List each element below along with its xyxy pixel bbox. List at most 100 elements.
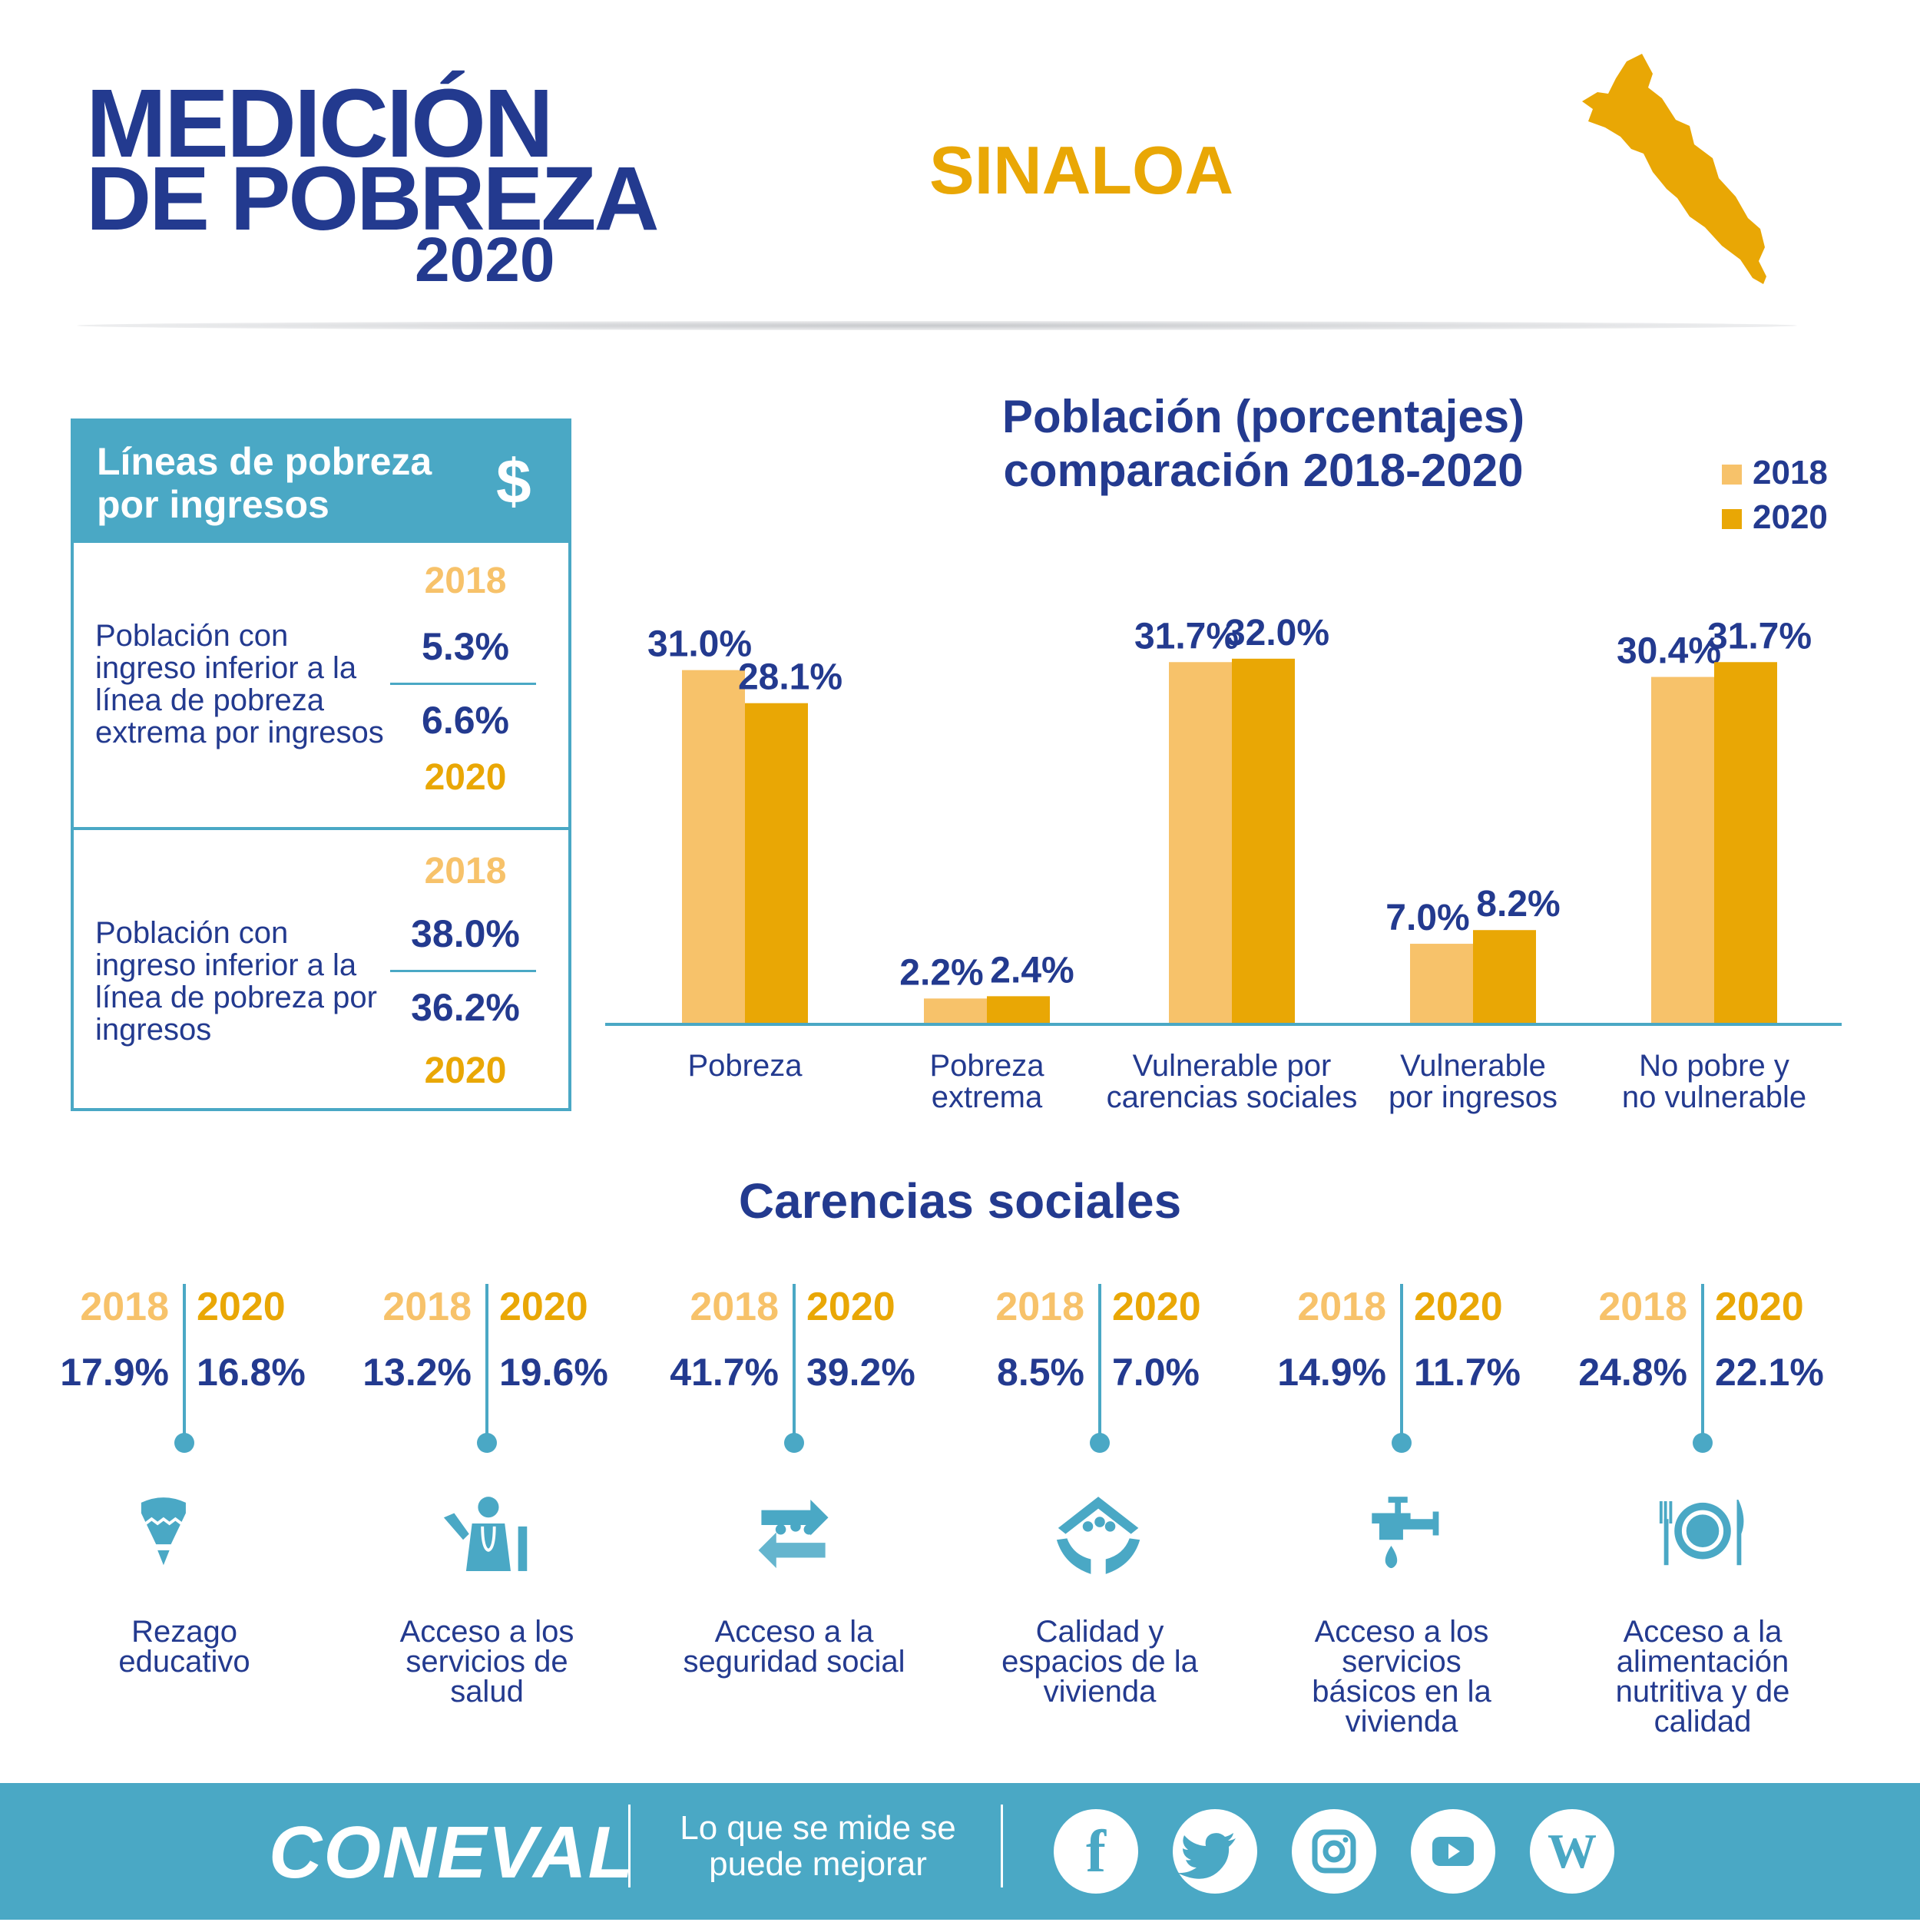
year-2018-label: 2018 xyxy=(1598,1285,1687,1329)
bar-2018-1 xyxy=(682,670,745,1024)
logo-title-line2: DE POBREZA xyxy=(86,148,660,250)
social-security-icon xyxy=(748,1491,840,1580)
legend-item-2020: 2020 xyxy=(1722,501,1828,534)
header-divider xyxy=(77,321,1797,330)
column-divider xyxy=(1400,1284,1403,1437)
value-divider xyxy=(390,683,536,685)
column-dot xyxy=(784,1433,804,1453)
year-2018-label: 2018 xyxy=(382,1285,472,1329)
bar-2018-2 xyxy=(924,998,987,1024)
legend-label-2018: 2018 xyxy=(1753,454,1828,491)
poverty-line-value-2018: 5.3% xyxy=(422,625,509,668)
state-name: SINALOA xyxy=(929,132,1233,208)
footer-slogan: Lo que se mide se puede mejorar xyxy=(680,1809,956,1883)
column-divider xyxy=(485,1284,488,1437)
column-dot xyxy=(1693,1433,1713,1453)
column-divider xyxy=(1701,1284,1704,1437)
bar-2018-4 xyxy=(1410,944,1473,1024)
column-divider xyxy=(183,1284,186,1437)
logo-title-line1: MEDICIÓN xyxy=(86,69,554,177)
year-2020-label: 2020 xyxy=(1715,1285,1804,1329)
carencia-label: Acceso a los servicios de salud xyxy=(399,1615,574,1709)
bar-2020-5 xyxy=(1714,662,1777,1024)
carencia-value-2018: 17.9% xyxy=(60,1351,169,1394)
year-2018-label: 2018 xyxy=(1297,1285,1386,1329)
data-label-2018-2: 2.2% xyxy=(899,952,983,993)
value-divider xyxy=(390,970,536,972)
poverty-line-value-2018: 38.0% xyxy=(411,912,520,955)
youtube-play-shape xyxy=(1432,1837,1474,1866)
legend-swatch-2018 xyxy=(1722,465,1742,485)
data-label-2018-5: 30.4% xyxy=(1617,631,1721,672)
data-label-2018-3: 31.7% xyxy=(1134,616,1239,657)
poverty-line-value-2020: 6.6% xyxy=(422,699,509,742)
legend-swatch-2020 xyxy=(1722,509,1742,530)
data-label-2020-4: 8.2% xyxy=(1476,884,1560,925)
column-dot xyxy=(1090,1433,1110,1453)
carencia-label: Acceso a la alimentación nutritiva y de … xyxy=(1615,1615,1790,1738)
bar-2020-1 xyxy=(745,703,808,1024)
year-2020-label: 2020 xyxy=(499,1285,588,1329)
category-label-3: carencias sociales xyxy=(1107,1080,1358,1114)
youtube-icon[interactable] xyxy=(1411,1809,1495,1894)
carencia-value-2018: 13.2% xyxy=(362,1351,472,1394)
carencia-label: Acceso a la seguridad social xyxy=(683,1615,905,1679)
carencia-label: Acceso a los servicios básicos en la viv… xyxy=(1312,1615,1491,1738)
carencia-value-2020: 16.8% xyxy=(197,1351,306,1394)
category-label-3: Vulnerable por xyxy=(1133,1049,1332,1083)
year-2018-label: 2018 xyxy=(80,1285,169,1329)
instagram-icon[interactable] xyxy=(1292,1809,1376,1894)
data-label-2020-2: 2.4% xyxy=(990,950,1074,991)
coneval-logo[interactable]: CONEVAL xyxy=(269,1811,635,1894)
bar-2020-3 xyxy=(1232,658,1295,1024)
category-label-1: Pobreza xyxy=(688,1049,803,1083)
category-label-4: Vulnerable xyxy=(1400,1049,1546,1083)
carencia-value-2018: 14.9% xyxy=(1277,1351,1386,1394)
category-label-5: no vulnerable xyxy=(1622,1080,1806,1114)
bar-2018-5 xyxy=(1651,677,1714,1024)
poverty-lines-panel: Líneas de pobreza por ingresos $ Poblaci… xyxy=(71,418,571,1111)
carencia-value-2020: 39.2% xyxy=(806,1351,915,1394)
chart-subtitle: comparación 2018-2020 xyxy=(1003,445,1524,496)
facebook-icon[interactable]: f xyxy=(1054,1809,1138,1894)
wordpress-icon[interactable]: W xyxy=(1530,1809,1614,1894)
pencil-icon xyxy=(138,1491,230,1580)
dollar-icon: $ xyxy=(496,447,531,517)
category-label-2: extrema xyxy=(932,1080,1043,1114)
logo-title-year: 2020 xyxy=(415,225,555,295)
category-label-5: No pobre y xyxy=(1639,1049,1789,1083)
plate-cutlery-icon xyxy=(1657,1491,1749,1580)
data-label-2020-5: 31.7% xyxy=(1707,616,1812,657)
category-label-4: por ingresos xyxy=(1389,1080,1558,1114)
house-hands-icon xyxy=(1054,1491,1146,1580)
bar-2020-4 xyxy=(1473,930,1536,1024)
footer-separator xyxy=(1001,1805,1003,1887)
year-2020-label: 2020 xyxy=(806,1285,895,1329)
year-2018-label: 2018 xyxy=(690,1285,779,1329)
column-dot xyxy=(174,1433,194,1453)
sinaloa-map-icon xyxy=(1582,54,1766,284)
year-2020-label: 2020 xyxy=(1414,1285,1503,1329)
data-label-2018-4: 7.0% xyxy=(1385,898,1469,938)
poverty-line-label: Población con ingreso inferior a la líne… xyxy=(95,619,384,749)
data-label-2020-3: 32.0% xyxy=(1225,613,1329,653)
category-label-2: Pobreza xyxy=(930,1049,1045,1083)
carencia-value-2020: 22.1% xyxy=(1715,1351,1824,1394)
year-2020-label: 2020 xyxy=(1112,1285,1201,1329)
data-label-2018-1: 31.0% xyxy=(647,624,752,665)
twitter-icon[interactable] xyxy=(1173,1809,1257,1894)
year-2020-label: 2020 xyxy=(424,1050,507,1091)
chart-title: Población (porcentajes) comparación 2018… xyxy=(868,390,1659,498)
column-dot xyxy=(477,1433,497,1453)
poverty-line-label: Población con ingreso inferior a la líne… xyxy=(95,916,377,1047)
carencia-value-2020: 7.0% xyxy=(1112,1351,1200,1394)
carencia-value-2018: 41.7% xyxy=(670,1351,779,1394)
year-2020-label: 2020 xyxy=(424,757,507,798)
data-label-2020-1: 28.1% xyxy=(738,657,842,698)
poverty-lines-title: Líneas de pobreza por ingresos xyxy=(97,440,432,526)
panel-divider xyxy=(74,827,568,830)
carencia-value-2018: 8.5% xyxy=(997,1351,1084,1394)
instagram-camera-shape xyxy=(1312,1829,1356,1874)
year-2018-label: 2018 xyxy=(424,561,507,601)
